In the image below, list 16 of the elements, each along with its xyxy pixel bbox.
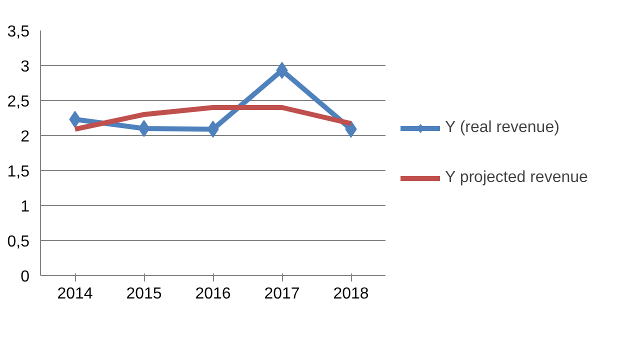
point [138,120,150,137]
legend-label: Y (real revenue) [445,118,560,136]
x-tick-label: 2015 [126,286,162,302]
y-tick-label: 3,5 [7,24,30,40]
x-tick-label: 2016 [195,286,231,302]
y-tick-label: 0 [20,268,30,286]
y-tick-label: 3 [20,58,30,76]
y-tick-label: 2 [20,128,30,146]
legend-label: Y projected revenue [445,168,588,186]
y-tick-label: 2,5 [7,94,30,110]
x-tick-label: 2014 [57,286,93,302]
y-tick-label: 1,5 [7,164,30,180]
x-tick-label: 2018 [333,286,369,302]
x-tick-label: 2017 [264,286,300,302]
y-tick-label: 0,5 [7,234,30,250]
y-tick-label: 1 [20,198,30,216]
